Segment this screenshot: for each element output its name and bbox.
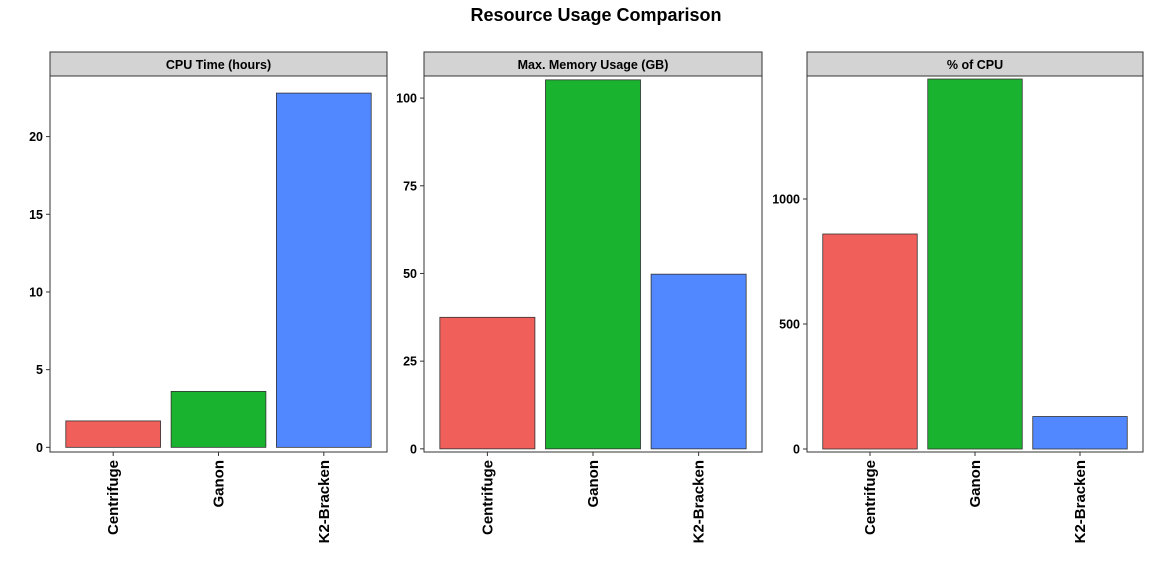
- bar-k2-bracken: [650, 273, 747, 450]
- bar-centrifuge: [65, 420, 161, 448]
- y-tick-label: 10: [29, 285, 43, 299]
- facet-strip: [423, 51, 763, 77]
- y-tick-label: 1000: [772, 193, 800, 207]
- y-tick-label: 50: [403, 267, 417, 281]
- y-tick-label: 20: [29, 130, 43, 144]
- y-tick-label: 75: [403, 179, 417, 193]
- bar-k2-bracken: [1032, 416, 1128, 450]
- x-tick-label: Ganon: [967, 460, 984, 508]
- y-tick-label: 0: [793, 443, 800, 457]
- panel-border: [806, 75, 1144, 453]
- bar-ganon: [545, 79, 641, 450]
- facet-panels: CPU Time (hours) Centrifuge Ganon K2-Bracke…: [29, 51, 1144, 543]
- facet-panel-of-cpu: % of CPU Centrifuge Ganon K2-Bracken 0 500 100…: [772, 51, 1144, 543]
- y-tick-label: 15: [29, 208, 43, 222]
- x-tick-label: Centrifuge: [105, 460, 122, 535]
- x-tick-label: K2-Bracken: [1072, 460, 1089, 543]
- x-tick-label: Ganon: [585, 460, 602, 508]
- chart-title: Resource Usage Comparison: [470, 5, 721, 25]
- y-tick-label: 100: [396, 92, 417, 106]
- facet-strip: [49, 51, 388, 77]
- x-tick-label: Centrifuge: [862, 460, 879, 535]
- panel-border: [49, 75, 388, 453]
- bar-ganon: [170, 391, 267, 448]
- facet-strip-label: % of CPU: [947, 58, 1003, 72]
- bar-centrifuge: [822, 233, 918, 450]
- y-tick-label: 5: [36, 363, 43, 377]
- panel-border: [423, 75, 763, 453]
- bar-k2-bracken: [276, 92, 372, 448]
- x-tick-label: K2-Bracken: [316, 460, 333, 543]
- facet-strip: [806, 51, 1144, 77]
- bar-centrifuge: [439, 316, 536, 450]
- y-tick-label: 0: [410, 442, 417, 456]
- x-tick-label: Centrifuge: [479, 460, 496, 535]
- facet-panel-cpu-time-hours: CPU Time (hours) Centrifuge Ganon K2-Bracke…: [29, 51, 388, 543]
- facet-strip-label: CPU Time (hours): [166, 58, 271, 72]
- x-tick-label: K2-Bracken: [691, 460, 708, 543]
- bar-ganon: [927, 78, 1023, 450]
- x-tick-label: Ganon: [211, 460, 228, 508]
- facet-panel-max-memory-usage-gb: Max. Memory Usage (GB) Centrifuge Ganon K2-…: [396, 51, 763, 543]
- y-tick-label: 0: [36, 441, 43, 455]
- y-tick-label: 25: [403, 355, 417, 369]
- facet-strip-label: Max. Memory Usage (GB): [518, 58, 669, 72]
- y-tick-label: 500: [779, 318, 800, 332]
